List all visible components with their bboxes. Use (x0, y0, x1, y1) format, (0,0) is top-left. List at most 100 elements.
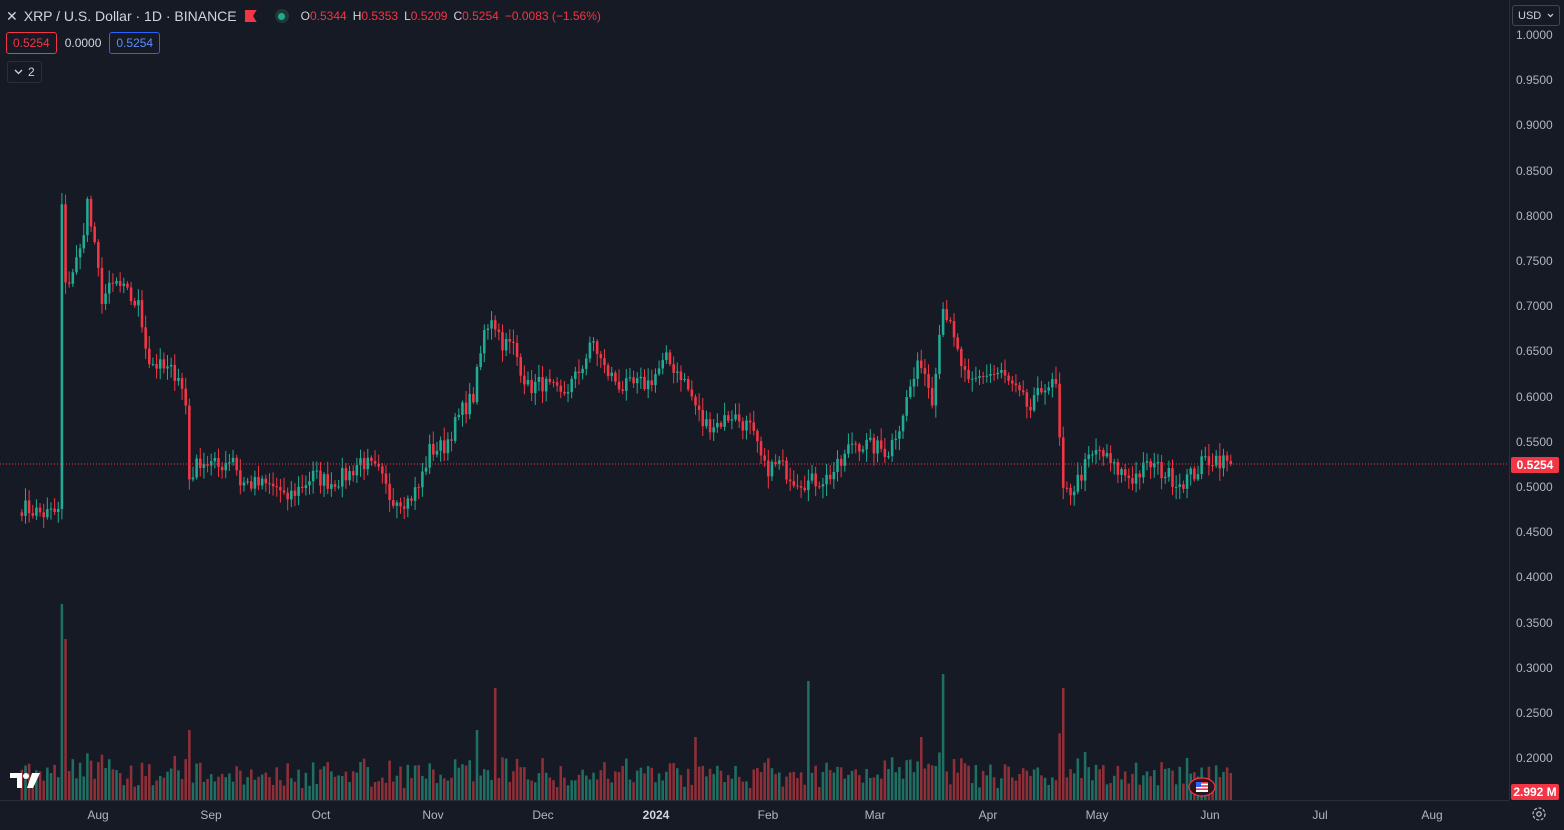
candle-body (588, 342, 592, 359)
candle-body (100, 267, 104, 304)
time-tick-label: Nov (422, 808, 444, 822)
volume-bar (486, 770, 490, 800)
volume-bar (326, 762, 329, 800)
volume-bar (129, 765, 133, 800)
candle-body (566, 392, 570, 394)
volume-bar (1098, 769, 1101, 800)
volume-bar (912, 772, 916, 800)
candle-body (275, 486, 279, 488)
volume-bar (876, 774, 879, 800)
volume-bar (865, 768, 868, 800)
sell-button[interactable]: 0.5254 (6, 32, 57, 54)
time-tick-label: Dec (532, 808, 554, 822)
volume-bar (424, 778, 428, 800)
volume-bar (512, 771, 515, 800)
candle-body (315, 470, 319, 472)
candle-body (672, 364, 675, 373)
candle-body (1094, 450, 1098, 455)
volume-bar (1065, 777, 1069, 800)
currency-select[interactable]: USD (1512, 5, 1560, 26)
close-icon[interactable]: ✕ (6, 7, 18, 24)
volume-bar (1043, 777, 1047, 800)
candle-body (42, 512, 45, 518)
volume-bar (654, 782, 657, 800)
volume-bar (599, 770, 603, 800)
volume-bar (952, 759, 956, 800)
change-value: −0.0083 (−1.56%) (504, 9, 601, 23)
volume-bar (690, 784, 694, 800)
volume-bar (242, 784, 246, 800)
volume-bar (417, 765, 421, 800)
volume-bar (519, 767, 522, 800)
time-axis[interactable] (0, 800, 1509, 830)
volume-bar (297, 769, 300, 800)
volume-bar (1094, 764, 1098, 800)
price-chart-canvas[interactable] (0, 0, 1509, 800)
volume-bar (366, 767, 370, 800)
volume-bar (104, 768, 107, 800)
volume-bar (275, 767, 279, 800)
candle-body (457, 414, 461, 418)
candle-body (519, 357, 522, 376)
candle-body (497, 329, 501, 333)
candle-body (290, 490, 293, 500)
candle-body (643, 376, 646, 390)
symbol-title[interactable]: XRP / U.S. Dollar · 1D · BINANCE (23, 8, 237, 24)
candle-body (748, 420, 752, 423)
gear-icon[interactable] (1530, 805, 1548, 823)
candle-body (479, 353, 482, 368)
candle-body (1083, 459, 1087, 481)
volume-bar (537, 773, 541, 800)
candle-body (89, 198, 93, 227)
candle-body (821, 484, 825, 487)
volume-bar (577, 774, 581, 800)
candle-body (530, 379, 533, 394)
candle-body (1174, 486, 1178, 488)
volume-bar (836, 766, 839, 800)
volume-bar (333, 776, 337, 800)
high-value: 0.5353 (361, 9, 399, 23)
candle-body (435, 450, 439, 455)
time-tick-label: Aug (1421, 808, 1443, 822)
candle-body (665, 352, 668, 361)
flag-icon[interactable] (244, 10, 257, 22)
candle-body (679, 371, 683, 381)
indicators-toggle-button[interactable]: 2 (7, 61, 42, 83)
candle-body (887, 456, 890, 458)
tradingview-logo-icon[interactable] (10, 770, 42, 790)
candle-body (883, 448, 887, 457)
volume-bar (759, 772, 763, 800)
volume-bar (774, 774, 777, 800)
buy-button[interactable]: 0.5254 (109, 32, 161, 54)
candle-body (876, 440, 879, 454)
market-status-icon[interactable] (274, 9, 289, 23)
candle-body (770, 461, 774, 477)
candle-body (1120, 469, 1123, 475)
candle-body (938, 334, 941, 374)
price-axis[interactable] (1509, 0, 1564, 800)
candle-body (373, 461, 377, 464)
candle-body (242, 482, 246, 486)
candle-body (628, 377, 632, 379)
volume-bar (581, 769, 584, 800)
price-tick-label: 0.2000 (1516, 751, 1553, 766)
candle-body (1091, 454, 1094, 456)
us-flag-event-icon[interactable] (1188, 777, 1216, 797)
candle-body (271, 483, 275, 487)
candle-body (945, 309, 949, 321)
candle-body (1018, 385, 1021, 391)
candle-body (111, 282, 115, 284)
volume-bar (1087, 767, 1091, 800)
candle-body (799, 486, 803, 488)
candle-body (213, 457, 217, 462)
high-label: H (352, 9, 362, 23)
volume-bar (56, 777, 60, 800)
price-tick-label: 0.2500 (1516, 706, 1553, 720)
candle-body (523, 375, 526, 385)
candle-body (137, 300, 140, 306)
volume-bar (217, 776, 220, 800)
candle-body (756, 430, 759, 442)
candle-body (919, 360, 923, 369)
volume-bar (890, 757, 894, 800)
volume-bar (930, 765, 934, 800)
